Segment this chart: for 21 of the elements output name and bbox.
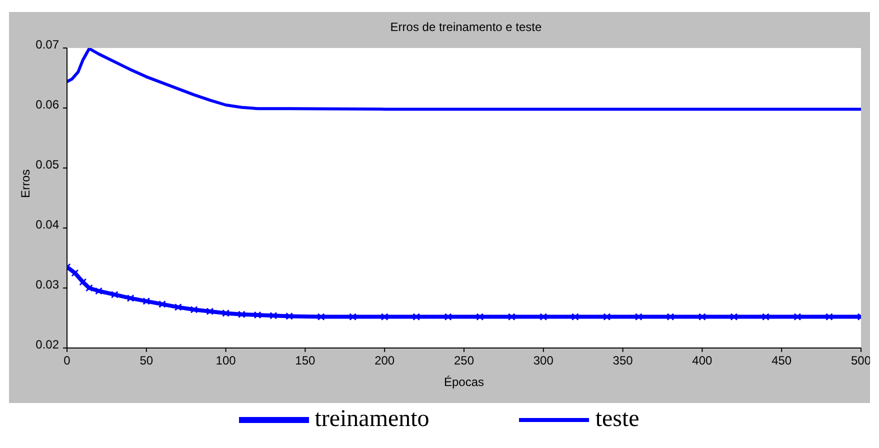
x-tick-label: 350 [612, 354, 634, 368]
x-axis-title: Épocas [444, 375, 484, 389]
y-tick-label: 0.06 [36, 97, 60, 112]
chart-title: Erros de treinamento e teste [389, 20, 543, 34]
x-tick-label: 400 [692, 354, 713, 368]
y-tick-label: 0.04 [36, 217, 60, 232]
x-tick-label: 100 [216, 354, 236, 368]
legend-label: treinamento [314, 406, 430, 433]
y-tick-label: 0.03 [36, 277, 60, 292]
x-tick-label: 50 [140, 354, 154, 368]
x-tick-label: 250 [454, 354, 474, 368]
y-tick-label: 0.05 [36, 157, 60, 172]
y-axis-title: Erros [18, 169, 32, 198]
x-tick-label: 200 [374, 354, 395, 368]
y-tick-label: 0.07 [36, 37, 60, 52]
y-tick-label: 0.02 [36, 337, 60, 352]
x-tick-label: 300 [533, 354, 554, 368]
x-tick-label: 150 [295, 354, 316, 368]
x-tick-label: 450 [772, 354, 792, 368]
legend-label: teste [595, 406, 640, 433]
x-tick-label: 0 [64, 354, 71, 368]
